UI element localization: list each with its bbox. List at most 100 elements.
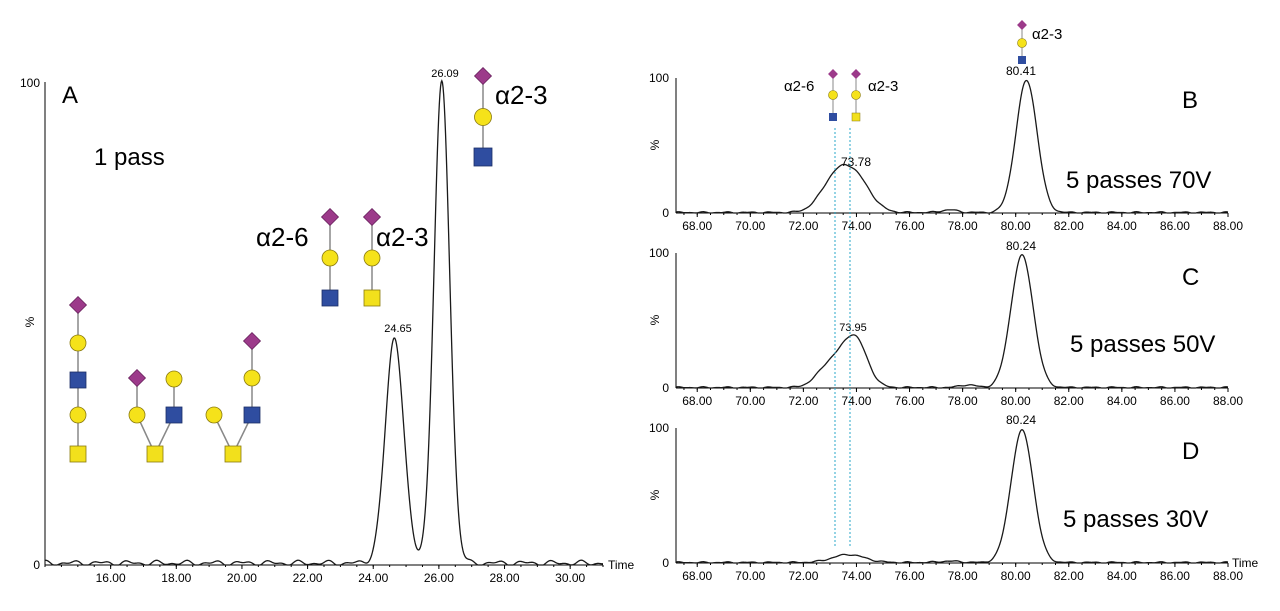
glycan-structure-a23-mid [362, 207, 382, 307]
x-tick-label: 86.00 [1160, 394, 1190, 408]
sialic-acid-diamond-icon [127, 368, 147, 388]
glycan-structure-a26 [828, 69, 838, 121]
galactose-circle-icon [363, 249, 381, 267]
peak-label-first: 24.65 [384, 323, 412, 335]
x-tick-label: 82.00 [1054, 219, 1084, 233]
linkage-label-a26: α2-6 [784, 78, 814, 95]
linkage-label-a23-mid: α2-3 [376, 222, 429, 252]
chromatogram-trace [44, 79, 604, 566]
sialic-acid-diamond-icon [242, 331, 262, 351]
galnac-square-icon [146, 445, 164, 463]
peak-label-first: 73.78 [841, 155, 871, 169]
galactose-circle-icon [321, 249, 339, 267]
y-tick-label-100: 100 [649, 71, 669, 85]
y-tick-label-0: 0 [662, 381, 669, 395]
galnac-square-icon [473, 147, 493, 167]
glcnac-square-icon [243, 406, 261, 424]
x-tick-label: 84.00 [1107, 394, 1137, 408]
x-tick-label: 86.00 [1160, 569, 1190, 583]
voltage-label: 5 passes 30V [1063, 506, 1208, 533]
galactose-circle-icon [243, 369, 261, 387]
x-tick-label: 82.00 [1054, 394, 1084, 408]
sialic-acid-diamond-icon [851, 69, 861, 79]
sialic-acid-diamond-icon [362, 207, 382, 227]
glycan-structure-branched-2 [205, 331, 262, 463]
x-tick-label: 88.00 [1213, 394, 1243, 408]
galactose-circle-icon [1017, 38, 1027, 48]
galactose-circle-icon [69, 334, 87, 352]
x-tick-label: 80.00 [1001, 569, 1031, 583]
x-tick-label: 22.00 [293, 571, 323, 585]
peak-label-first: 73.95 [839, 322, 867, 334]
linkage-label-a23-top: α2-3 [495, 80, 548, 110]
chart-panel-b: 68.00 70.00 72.00 74.00 76.00 78.00 80.00 82.00… [648, 20, 1243, 233]
x-tick-label: 82.00 [1054, 569, 1084, 583]
x-axis-ticks: 68.00 70.00 72.00 74.00 76.00 78.00 80.00 82.00… [682, 563, 1243, 583]
x-tick-label: 70.00 [735, 394, 765, 408]
glycan-structure-branched-1 [127, 368, 183, 463]
galnac-square-icon [224, 445, 242, 463]
panel-letter: D [1182, 438, 1199, 465]
glcnac-square-icon [69, 371, 87, 389]
galnac-square-icon [363, 289, 381, 307]
x-tick-label: 78.00 [948, 219, 978, 233]
x-tick-label: 20.00 [227, 571, 257, 585]
sialic-acid-diamond-icon [473, 66, 493, 86]
peak-label-first: 80.24 [1006, 413, 1036, 427]
galactose-circle-icon [165, 370, 183, 388]
galnac-square-icon [851, 112, 861, 122]
peak-label-second: 26.09 [431, 68, 459, 80]
x-tick-label: 88.00 [1213, 219, 1243, 233]
x-tick-label: 76.00 [895, 569, 925, 583]
chart-panel-d: 68.00 70.00 72.00 74.00 76.00 78.00 80.00 82.00… [648, 413, 1259, 583]
chart-panel-c: 68.00 70.00 72.00 74.00 76.00 78.00 80.00 82.00… [648, 239, 1243, 408]
y-tick-label-0: 0 [33, 558, 40, 572]
voltage-label: 5 passes 50V [1070, 331, 1215, 358]
x-tick-label: 72.00 [788, 394, 818, 408]
x-tick-label: 74.00 [841, 569, 871, 583]
x-tick-label: 84.00 [1107, 219, 1137, 233]
sialic-acid-diamond-icon [828, 69, 838, 79]
x-tick-label: 88.00 [1213, 569, 1243, 583]
galactose-circle-icon [474, 108, 492, 126]
galactose-circle-icon [205, 406, 223, 424]
glycan-structure-a26 [320, 207, 340, 307]
x-axis-ticks: 68.00 70.00 72.00 74.00 76.00 78.00 80.00 82.00… [682, 213, 1243, 233]
chromatogram-trace [675, 79, 1229, 214]
x-tick-label: 68.00 [682, 394, 712, 408]
panel-letter: A [62, 82, 78, 109]
y-tick-label-100: 100 [649, 421, 669, 435]
linkage-label-a23-top: α2-3 [1032, 26, 1062, 43]
x-tick-label: 76.00 [895, 394, 925, 408]
x-tick-label: 26.00 [424, 571, 454, 585]
x-tick-label: 78.00 [948, 394, 978, 408]
x-tick-label: 80.00 [1001, 394, 1031, 408]
x-tick-label: 68.00 [682, 219, 712, 233]
sialic-acid-diamond-icon [68, 295, 88, 315]
linkage-label-a23: α2-3 [868, 78, 898, 95]
linkage-label-a26: α2-6 [256, 222, 309, 252]
y-tick-label-100: 100 [20, 76, 40, 90]
x-axis-ticks: 16.00 18.00 20.00 22.00 24.00 26.00 28.00 30.00 [44, 565, 604, 585]
galactose-circle-icon [69, 406, 87, 424]
panel-letter: B [1182, 87, 1198, 114]
x-tick-label: 18.00 [161, 571, 191, 585]
glcnac-square-icon [321, 289, 339, 307]
x-axis-label: Time [608, 558, 635, 572]
x-tick-label: 72.00 [788, 219, 818, 233]
x-tick-label: 86.00 [1160, 219, 1190, 233]
pass-count-label: 1 pass [94, 144, 165, 171]
glycan-structure-a23 [851, 69, 861, 122]
voltage-label: 5 passes 70V [1066, 167, 1211, 194]
x-tick-label: 68.00 [682, 569, 712, 583]
chart-panel-a: 16.00 18.00 20.00 22.00 24.00 26.00 28.00 30.00… [20, 66, 635, 585]
y-tick-label-100: 100 [649, 246, 669, 260]
glcnac-square-icon [1018, 56, 1026, 64]
chromatogram-trace [675, 254, 1229, 389]
glycan-structure-a23-top [473, 66, 493, 167]
sialic-acid-diamond-icon [1017, 20, 1027, 30]
galnac-square-icon [69, 445, 87, 463]
y-tick-label-0: 0 [662, 556, 669, 570]
peak-label-second: 80.24 [1006, 239, 1036, 253]
